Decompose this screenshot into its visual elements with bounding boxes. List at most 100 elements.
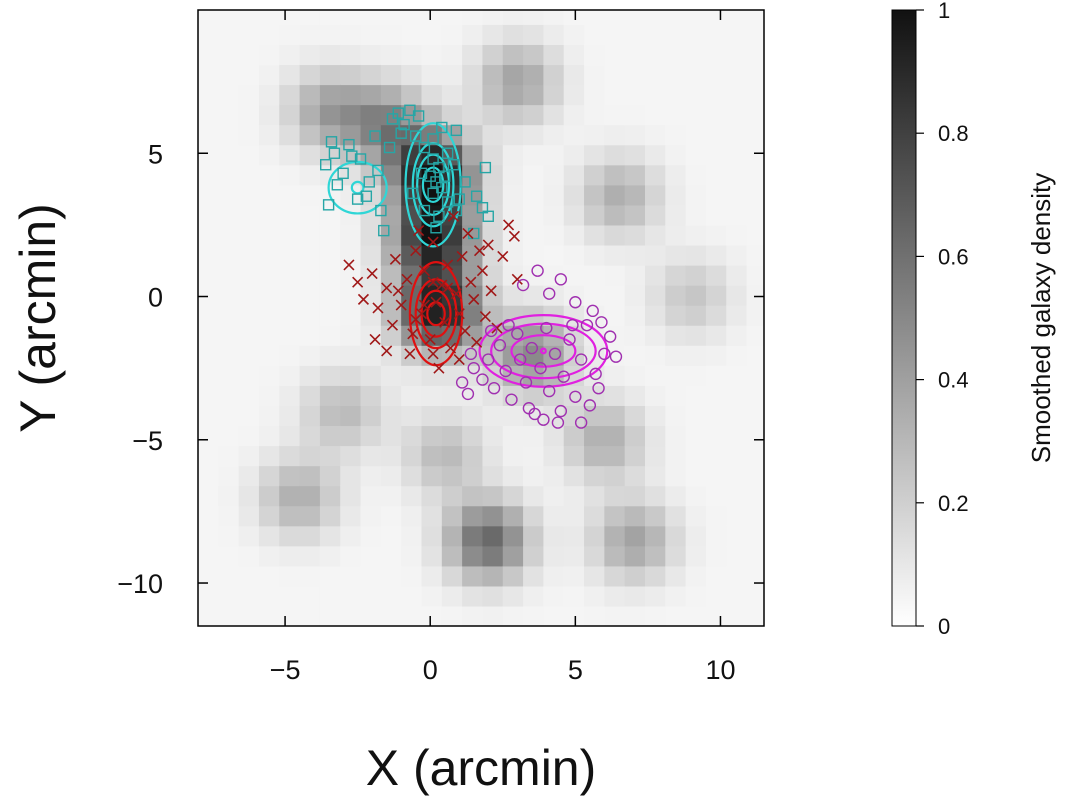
heatmap-cell bbox=[401, 365, 423, 386]
colorbar-tick-label: 0.6 bbox=[938, 244, 969, 269]
heatmap-cell bbox=[198, 605, 219, 626]
heatmap-cell bbox=[279, 385, 301, 406]
heatmap-cell bbox=[279, 345, 301, 366]
heatmap-cell bbox=[726, 585, 748, 607]
heatmap-cell bbox=[746, 244, 764, 266]
heatmap-cell bbox=[746, 585, 764, 607]
heatmap-cell bbox=[685, 305, 707, 326]
heatmap-cell bbox=[746, 44, 764, 66]
heatmap-cell bbox=[198, 44, 219, 66]
heatmap-cell bbox=[563, 10, 585, 25]
heatmap-cell bbox=[279, 64, 301, 86]
heatmap-cell bbox=[705, 265, 727, 286]
heatmap-cell bbox=[319, 244, 341, 266]
heatmap-cell bbox=[238, 224, 260, 246]
heatmap-cell bbox=[685, 144, 707, 166]
heatmap-cell bbox=[299, 64, 321, 86]
heatmap-cell bbox=[665, 485, 687, 507]
heatmap-cell bbox=[319, 605, 341, 626]
heatmap-cell bbox=[482, 224, 504, 246]
heatmap-cell bbox=[421, 385, 443, 406]
heatmap-cell bbox=[543, 144, 565, 166]
x-tick-label: 0 bbox=[423, 655, 438, 685]
heatmap-cell bbox=[340, 425, 362, 447]
heatmap-cell bbox=[705, 64, 727, 86]
cross-point bbox=[430, 296, 442, 308]
heatmap-cell bbox=[279, 505, 301, 527]
heatmap-cell bbox=[746, 465, 764, 487]
heatmap-cell bbox=[462, 265, 484, 286]
heatmap-cell bbox=[380, 224, 402, 246]
colorbar-tick-label: 1 bbox=[938, 0, 950, 23]
heatmap-cell bbox=[218, 585, 240, 607]
heatmap-cell bbox=[563, 124, 585, 146]
heatmap-cell bbox=[299, 104, 321, 126]
heatmap-cell bbox=[258, 465, 280, 487]
heatmap-cell bbox=[665, 425, 687, 447]
cross-point bbox=[389, 253, 401, 265]
heatmap-cell bbox=[665, 285, 687, 306]
heatmap-cell bbox=[380, 104, 402, 126]
heatmap-cell bbox=[543, 585, 565, 607]
heatmap-cell bbox=[482, 24, 504, 45]
heatmap-cell bbox=[746, 545, 764, 567]
heatmap-cell bbox=[685, 10, 707, 25]
heatmap-cell bbox=[685, 545, 707, 567]
cross-point bbox=[433, 362, 445, 374]
cross-point bbox=[439, 316, 451, 328]
square-point bbox=[459, 176, 471, 188]
square-point bbox=[375, 204, 387, 217]
heatmap-cell bbox=[604, 84, 626, 106]
heatmap-cell bbox=[319, 445, 341, 467]
cross-point bbox=[357, 293, 370, 305]
heatmap-cell bbox=[218, 104, 240, 126]
heatmap-cell bbox=[401, 10, 423, 25]
heatmap-cell bbox=[380, 184, 402, 206]
galaxy-points bbox=[320, 104, 623, 429]
heatmap-cell bbox=[421, 24, 443, 45]
heatmap-cell bbox=[726, 485, 748, 507]
heatmap-cell bbox=[279, 405, 301, 427]
heatmap-cell bbox=[624, 605, 646, 626]
heatmap-cell bbox=[198, 204, 219, 226]
heatmap-cell bbox=[502, 525, 524, 547]
heatmap-cell bbox=[523, 244, 545, 266]
heatmap-cell bbox=[299, 24, 321, 45]
heatmap-cell bbox=[258, 485, 280, 507]
heatmap-cell bbox=[279, 24, 301, 45]
heatmap-cell bbox=[502, 285, 524, 306]
x-tick-label: 10 bbox=[705, 655, 735, 685]
heatmap-cell bbox=[279, 44, 301, 66]
heatmap-cell bbox=[360, 405, 382, 427]
circle-point bbox=[543, 287, 556, 300]
heatmap-cell bbox=[665, 525, 687, 547]
heatmap-cell bbox=[299, 224, 321, 246]
heatmap-cell bbox=[401, 425, 423, 447]
heatmap-cell bbox=[563, 144, 585, 166]
heatmap-cell bbox=[380, 465, 402, 487]
circle-point bbox=[511, 327, 524, 340]
heatmap-cell bbox=[319, 485, 341, 507]
heatmap-cell bbox=[624, 124, 646, 146]
heatmap-cell bbox=[279, 525, 301, 547]
heatmap-cell bbox=[746, 104, 764, 126]
heatmap-cell bbox=[685, 24, 707, 45]
heatmap-cell bbox=[604, 425, 626, 447]
cross-point bbox=[485, 285, 497, 297]
circle-point bbox=[580, 318, 594, 332]
heatmap-cell bbox=[360, 24, 382, 45]
heatmap-cell bbox=[279, 605, 301, 626]
heatmap-cell bbox=[624, 445, 646, 467]
heatmap-cell bbox=[584, 485, 605, 507]
heatmap-cell bbox=[380, 585, 402, 607]
heatmap-cell bbox=[563, 224, 585, 246]
circle-point bbox=[487, 381, 501, 395]
heatmap-cell bbox=[360, 365, 382, 386]
heatmap-cell bbox=[462, 305, 484, 326]
heatmap-cell bbox=[462, 285, 484, 306]
cross-point bbox=[410, 245, 422, 257]
heatmap-cell bbox=[198, 84, 219, 106]
cross-point bbox=[343, 259, 355, 271]
heatmap-cell bbox=[746, 525, 764, 547]
heatmap-cell bbox=[319, 545, 341, 567]
